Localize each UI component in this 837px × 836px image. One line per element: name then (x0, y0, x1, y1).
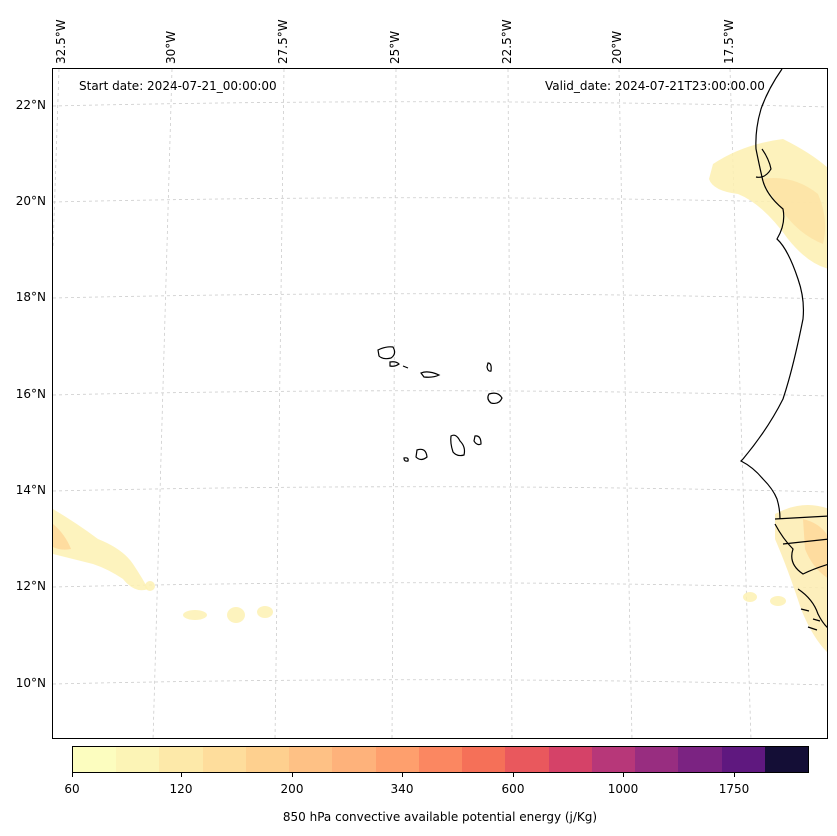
colorbar-segment-6 (332, 747, 376, 772)
colorbar-segment-0 (73, 747, 117, 772)
cape-patch-north-core (761, 178, 826, 244)
colorbar-segment-7 (375, 747, 419, 772)
map-canvas (53, 69, 827, 738)
gridline-lon-17-5w (729, 69, 752, 738)
gridline-lat-10n (53, 679, 827, 686)
coastline-guinea (797, 588, 827, 629)
lat-label-16n: 16°N (15, 387, 46, 401)
colorbar (72, 746, 809, 773)
cape-blob-1 (183, 610, 207, 620)
gridline-lat-16n (53, 390, 827, 397)
coastline-guinea-bissau (774, 523, 827, 575)
gridline-lon-30w (152, 69, 173, 738)
lon-label-27-5w: 27.5°W (276, 19, 290, 64)
island-maio (473, 435, 482, 446)
colorbar-segment-16 (764, 747, 808, 772)
gridline-lon-22-5w (507, 69, 513, 738)
colorbar-segment-1 (116, 747, 160, 772)
lon-label-20w: 20°W (610, 30, 624, 64)
colorbar-segment-14 (678, 747, 722, 772)
island-santo-antao (377, 346, 396, 360)
lon-label-17-5w: 17.5°W (722, 19, 736, 64)
valid-date-label: Valid_date: 2024-07-21T23:00:00.00 (545, 79, 765, 93)
gridline-lon-27-5w (274, 69, 285, 738)
coastline-gambia (774, 515, 827, 520)
colorbar-segment-12 (591, 747, 636, 772)
colorbar-tick-mark-600 (513, 773, 514, 777)
start-date-label: Start date: 2024-07-21_00:00:00 (79, 79, 277, 93)
colorbar-segment-4 (245, 747, 290, 772)
lat-label-10n: 10°N (15, 676, 46, 690)
coastline-africa-north (739, 69, 805, 520)
island-sal (486, 362, 492, 372)
island-boa-vista (487, 392, 503, 405)
lat-label-18n: 18°N (15, 290, 46, 304)
colorbar-segment-8 (418, 747, 463, 772)
lon-label-25w: 25°W (388, 30, 402, 64)
colorbar-segment-2 (159, 747, 203, 772)
colorbar-segment-3 (202, 747, 246, 772)
colorbar-tick-200: 200 (280, 782, 304, 796)
coastlines (377, 69, 827, 631)
cape-blob-2 (227, 607, 245, 623)
gridline-lat-22n (53, 101, 827, 108)
coastline-cap-blanc (755, 148, 772, 178)
cape-blob-3 (257, 606, 273, 618)
colorbar-segment-13 (635, 747, 679, 772)
island-brava (403, 457, 409, 462)
cape-patch-north-mauritania (709, 139, 827, 269)
island-fogo (415, 448, 428, 461)
colorbar-tick-600: 600 (501, 782, 525, 796)
cape-blob-5 (743, 592, 757, 602)
gridlines (53, 69, 827, 738)
colorbar-tick-mark-1000 (623, 773, 624, 777)
island-santiago (450, 434, 466, 457)
island-sao-vicente (389, 361, 400, 367)
colorbar-tick-340: 340 (390, 782, 414, 796)
colorbar-segment-10 (505, 747, 549, 772)
colorbar-segment-5 (289, 747, 333, 772)
colorbar-tick-1750: 1750 (718, 782, 750, 796)
gridline-lat-20n (53, 197, 827, 204)
colorbar-tick-mark-200 (292, 773, 293, 777)
colorbar-tick-mark-120 (181, 773, 182, 777)
island-sao-nicolau (420, 371, 441, 378)
cape-blob-6 (770, 596, 786, 606)
lon-label-30w: 30°W (164, 30, 178, 64)
colorbar-tick-120: 120 (169, 782, 193, 796)
colorbar-tick-mark-1750 (734, 773, 735, 777)
coastline-casamance (782, 538, 827, 545)
cape-field (53, 139, 827, 652)
cape-patch-west-ocean (53, 509, 148, 591)
gridline-lat-12n (53, 582, 827, 589)
cape-patch-west-ocean-core (53, 524, 71, 550)
colorbar-tick-mark-60 (72, 773, 73, 777)
island-santa-luzia (402, 365, 409, 369)
lon-label-32-5w: 32.5°W (54, 19, 68, 64)
lat-label-20n: 20°N (15, 194, 46, 208)
colorbar-tick-60: 60 (64, 782, 80, 796)
map-area[interactable] (52, 68, 828, 739)
cape-blob-4 (145, 581, 155, 591)
colorbar-tick-mark-340 (402, 773, 403, 777)
colorbar-segment-11 (548, 747, 592, 772)
colorbar-segment-15 (721, 747, 765, 772)
gridline-lon-32-5w (53, 69, 60, 250)
colorbar-label: 850 hPa convective available potential e… (282, 810, 598, 824)
colorbar-segment-9 (462, 747, 506, 772)
cape-patch-west-africa-core (803, 519, 827, 578)
colorbar-tick-1000: 1000 (607, 782, 639, 796)
lat-label-22n: 22°N (15, 98, 46, 112)
lon-label-22-5w: 22.5°W (500, 19, 514, 64)
gridline-lon-20w (618, 69, 633, 738)
gridline-lat-14n (53, 486, 827, 493)
coastline-islands-bijagos (800, 608, 821, 631)
gridline-lon-25w (391, 69, 397, 738)
lat-label-14n: 14°N (15, 483, 46, 497)
lat-label-12n: 12°N (15, 579, 46, 593)
gridline-lat-18n (53, 293, 827, 300)
